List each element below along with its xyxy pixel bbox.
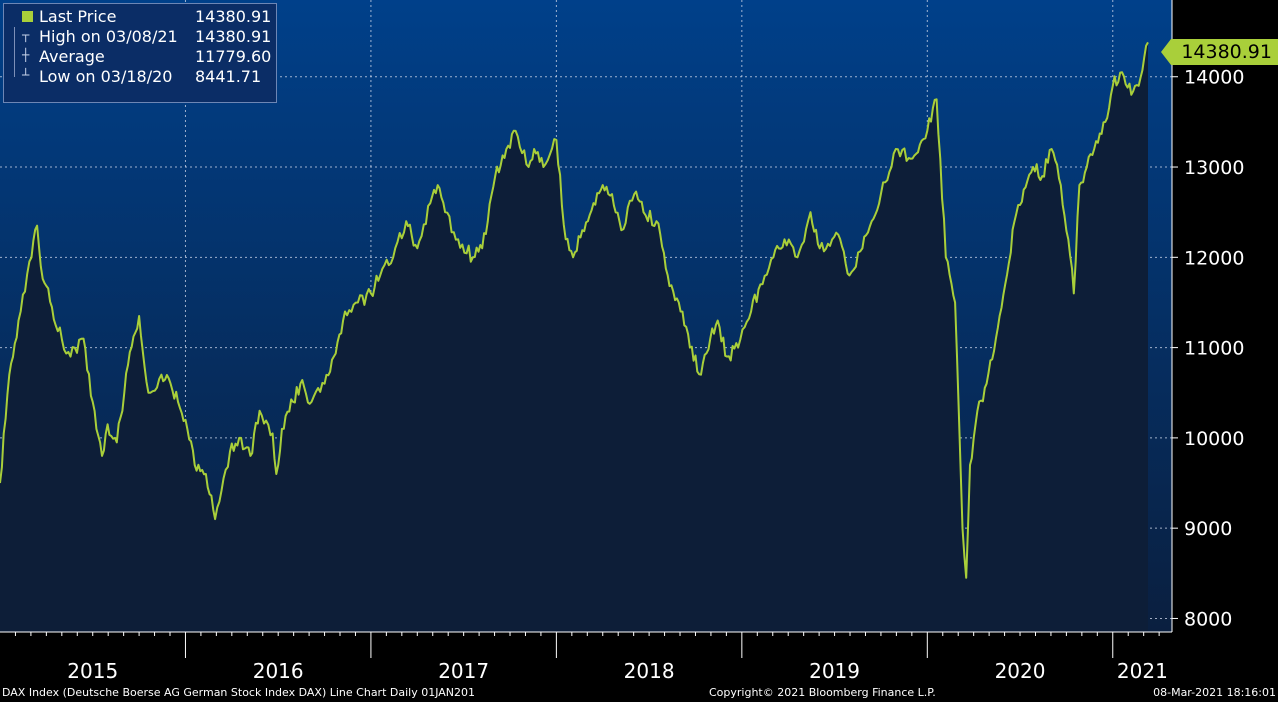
legend-average-label: Average (39, 47, 105, 66)
tree-branch-icon (14, 27, 16, 47)
price-line-group (0, 41, 1149, 579)
legend-high-label: High on 03/08/21 (39, 27, 178, 46)
x-tick-label: 2016 (253, 659, 304, 683)
legend-last-label: Last Price (39, 7, 117, 26)
y-tick-label: 13000 (1184, 157, 1244, 179)
x-tick-label: 2020 (995, 659, 1046, 683)
tree-branch-icon (14, 47, 16, 67)
x-tick-label: 2017 (438, 659, 489, 683)
price-line (0, 41, 1149, 579)
x-tick-label: 2019 (809, 659, 860, 683)
series-swatch-icon (22, 11, 33, 22)
x-tick-label: 2021 (1117, 659, 1168, 683)
x-tick-label: 2015 (67, 659, 118, 683)
y-tick-label: 8000 (1184, 608, 1232, 630)
x-axis-panel (0, 632, 1278, 684)
legend-low-label: Low on 03/18/20 (39, 67, 173, 86)
footer-chart-description: DAX Index (Deutsche Boerse AG German Sto… (2, 686, 476, 699)
y-tick-label: 11000 (1184, 338, 1244, 360)
last-price-tag: 14380.91 (1161, 39, 1278, 65)
y-axis-ticks: 8000 9000 10000 11000 12000 13000 14000 (1172, 67, 1244, 630)
footer-timestamp: 08-Mar-2021 18:16:01 (1153, 686, 1276, 699)
y-tick-label: 9000 (1184, 518, 1232, 540)
y-tick-label: 10000 (1184, 428, 1244, 450)
legend-low-value: 8441.71 (195, 67, 262, 86)
price-area (0, 42, 1148, 632)
last-price-tag-value: 14380.91 (1181, 41, 1272, 63)
x-axis-ticks: 2015 2016 2017 2018 2019 2020 2021 (14, 632, 1168, 683)
y-axis-panel (1172, 0, 1278, 632)
tree-branch-icon (14, 67, 16, 77)
average-marker-icon: ┼ (22, 48, 30, 62)
legend: Last Price 14380.91 ┬ High on 03/08/21 1… (3, 3, 277, 103)
legend-high-value: 14380.91 (195, 27, 272, 46)
legend-last-value: 14380.91 (195, 7, 272, 26)
x-tick-label: 2018 (624, 659, 675, 683)
footer-copyright: Copyright© 2021 Bloomberg Finance L.P. (709, 686, 936, 699)
price-area-fill (0, 42, 1148, 632)
legend-average-value: 11779.60 (195, 47, 272, 66)
high-marker-icon: ┬ (22, 28, 30, 42)
low-marker-icon: ┴ (22, 68, 30, 82)
y-tick-label: 12000 (1184, 247, 1244, 269)
y-tick-label: 14000 (1184, 67, 1244, 89)
